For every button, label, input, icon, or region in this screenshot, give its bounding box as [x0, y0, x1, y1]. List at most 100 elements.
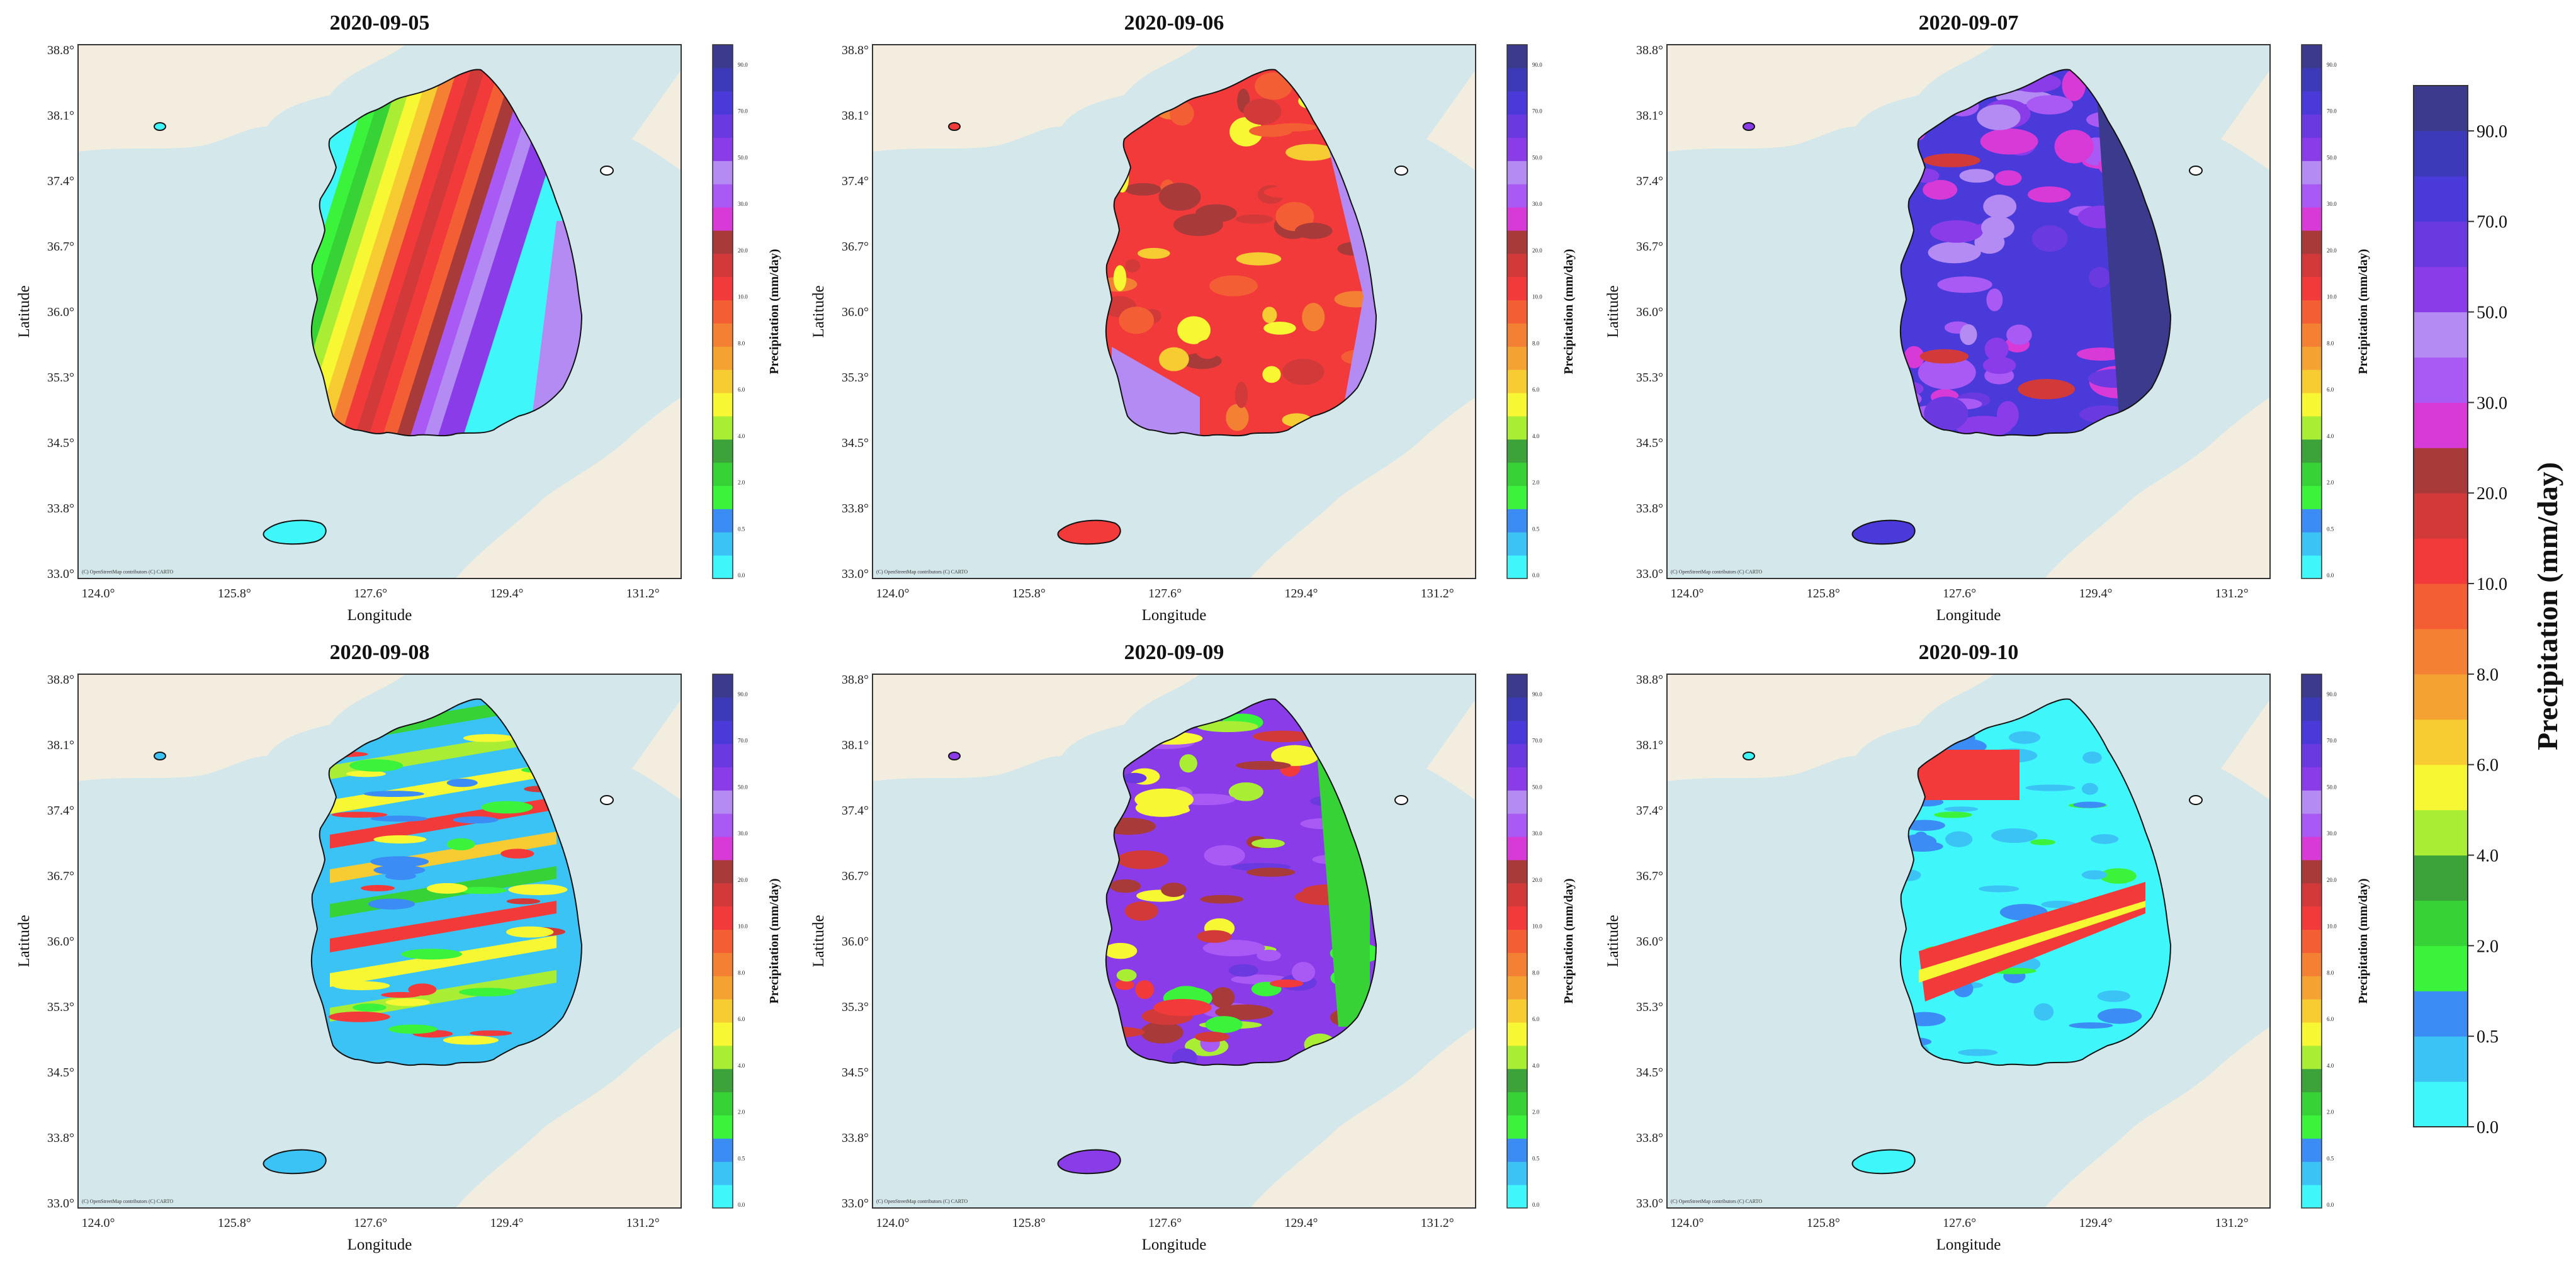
main-colorbar-bin	[2414, 538, 2468, 584]
main-colorbar-tick-label: 10.0	[2477, 575, 2507, 594]
main-colorbar-bin	[2414, 900, 2468, 946]
colorbar-bin	[713, 230, 733, 254]
colorbar-bin	[1507, 952, 1527, 976]
colorbar-bin	[1507, 1115, 1527, 1139]
y-tick-label: 33.8°	[1636, 1131, 1663, 1145]
colorbar-bin	[1507, 300, 1527, 324]
colorbar-bin	[2302, 439, 2322, 463]
colorbar-tick-label: 6.0	[1532, 1016, 1540, 1022]
ulleung-island	[2189, 795, 2203, 805]
main-colorbar-bin	[2414, 86, 2468, 132]
y-axis-label: Latitude	[16, 285, 33, 337]
colorbar-bin	[713, 91, 733, 115]
y-tick-label: 38.1°	[842, 738, 869, 752]
y-tick-label: 34.5°	[47, 1066, 74, 1080]
y-tick-label: 36.0°	[47, 935, 74, 949]
y-tick-label: 38.1°	[47, 109, 74, 123]
colorbar-tick-label: 90.0	[738, 691, 748, 697]
y-tick-label: 34.5°	[842, 1066, 869, 1080]
colorbar-tick-label: 0.5	[2327, 526, 2334, 532]
main-colorbar-bin	[2414, 628, 2468, 675]
y-tick-label: 33.0°	[1636, 1197, 1663, 1210]
colorbar-bin	[713, 720, 733, 745]
y-tick-label: 35.3°	[1636, 371, 1663, 385]
colorbar-bin	[2302, 1022, 2322, 1046]
colorbar-bin	[2302, 720, 2322, 745]
colorbar-bin	[1507, 674, 1527, 698]
x-tick-label: 127.6°	[1943, 587, 1976, 601]
ganghwa-island	[1743, 752, 1755, 760]
colorbar-tick-label: 50.0	[1532, 154, 1542, 161]
colorbar-tick-label: 0.5	[738, 526, 745, 532]
colorbar-bin	[1507, 1022, 1527, 1046]
colorbar-bin	[1507, 485, 1527, 509]
colorbar-bin	[713, 1185, 733, 1209]
colorbar-bin	[2302, 67, 2322, 92]
main-colorbar-tick-label: 8.0	[2477, 665, 2499, 685]
colorbar-tick-label: 8.0	[738, 969, 745, 976]
y-axis-label: Latitude	[16, 915, 33, 967]
colorbar-bin	[2302, 393, 2322, 417]
colorbar-label: Precipitation (mm/day)	[1562, 249, 1576, 374]
y-tick-label: 36.7°	[842, 869, 869, 883]
land-fragment	[632, 70, 681, 171]
map-panel: 124.0° 125.8° 127.6° 129.4° 131.2° 38.8° 38.1°…	[1605, 641, 2370, 1253]
colorbar-label: Precipitation (mm/day)	[767, 878, 781, 1003]
x-tick-label: 129.4°	[1284, 587, 1318, 601]
x-tick-label: 124.0°	[1671, 1216, 1704, 1230]
colorbar-bin	[1507, 67, 1527, 92]
colorbar-bin	[1507, 929, 1527, 953]
main-colorbar-bin	[2414, 312, 2468, 358]
colorbar-bin	[2302, 555, 2322, 579]
colorbar-bin	[713, 767, 733, 791]
main-colorbar-tick-label: 70.0	[2477, 213, 2507, 232]
x-tick-label: 127.6°	[1148, 1216, 1182, 1230]
y-tick-label: 33.8°	[47, 502, 74, 516]
colorbar-bin	[2302, 976, 2322, 1000]
ulleung-island	[1394, 166, 1408, 176]
colorbar-bin	[1507, 767, 1527, 791]
main-colorbar-tick-label: 90.0	[2477, 122, 2507, 142]
main-colorbar-bin	[2414, 1036, 2468, 1082]
colorbar-tick-label: 0.0	[1532, 572, 1540, 578]
colorbar-tick-label: 6.0	[1532, 387, 1540, 393]
colorbar-bin	[2302, 161, 2322, 184]
panel-colorbar: 0.0 0.5 2.0 4.0 6.0 8.0 10.0 20.0 30.0 50.0 70.0 90…	[2301, 674, 2370, 1209]
colorbar-bin	[713, 253, 733, 278]
colorbar-tick-label: 50.0	[738, 784, 748, 790]
colorbar-bin	[1507, 462, 1527, 487]
colorbar-bin	[2302, 509, 2322, 533]
colorbar-bin	[713, 346, 733, 370]
y-tick-label: 33.0°	[842, 1197, 869, 1210]
colorbar-tick-label: 4.0	[2327, 433, 2334, 439]
ganghwa-island	[948, 122, 961, 131]
colorbar-tick-label: 10.0	[2327, 923, 2337, 930]
colorbar-bin	[713, 1022, 733, 1046]
colorbar-bin	[2302, 883, 2322, 907]
colorbar-tick-label: 2.0	[1532, 1109, 1540, 1115]
japan-land	[456, 1027, 681, 1208]
main-colorbar-tick-label: 50.0	[2477, 303, 2507, 323]
colorbar-bin	[1507, 999, 1527, 1023]
colorbar-bin	[2302, 114, 2322, 138]
map-frame	[872, 44, 1476, 579]
precipitation-field	[263, 69, 582, 545]
japan-land	[456, 397, 681, 578]
main-colorbar-bin	[2414, 991, 2468, 1037]
jeju-coastline	[1057, 519, 1121, 545]
colorbar-bin	[2302, 1161, 2322, 1185]
x-axis-label: Longitude	[1142, 607, 1207, 624]
colorbar-label: Precipitation (mm/day)	[767, 249, 781, 374]
colorbar-bin	[2302, 45, 2322, 69]
panel-colorbar: 0.0 0.5 2.0 4.0 6.0 8.0 10.0 20.0 30.0 50.0 70.0 90…	[1506, 674, 1576, 1209]
colorbar-tick-label: 0.5	[2327, 1155, 2334, 1161]
main-colorbar-tick-label: 0.5	[2477, 1027, 2499, 1047]
x-tick-label: 131.2°	[1421, 1216, 1454, 1230]
x-tick-label: 129.4°	[2079, 1216, 2112, 1230]
y-tick-label: 36.0°	[842, 305, 869, 319]
colorbar-bin	[1507, 230, 1527, 254]
colorbar-bin	[2302, 767, 2322, 791]
colorbar-bin	[713, 813, 733, 837]
colorbar-bin	[1507, 415, 1527, 440]
colorbar-tick-label: 20.0	[1532, 877, 1542, 883]
